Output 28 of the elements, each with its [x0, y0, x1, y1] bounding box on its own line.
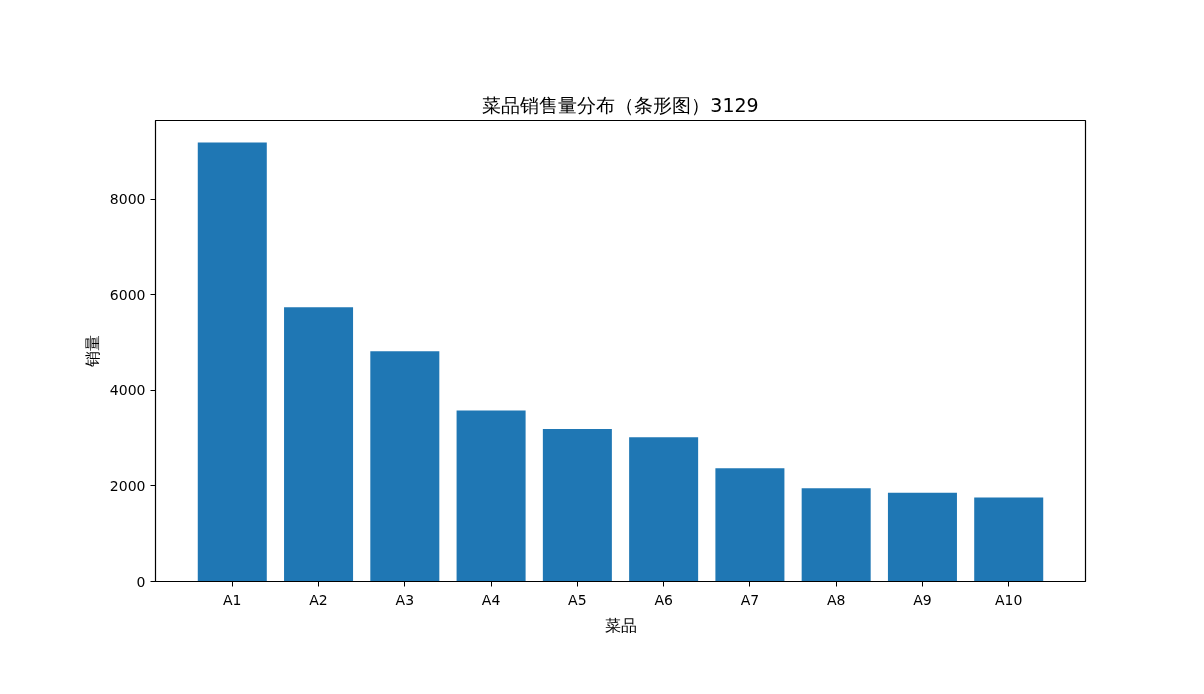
- bar: [542, 429, 612, 582]
- x-tick-label: A4: [481, 591, 501, 608]
- x-tick-label: A6: [654, 591, 673, 608]
- y-tick-label: 2000: [109, 477, 146, 494]
- chart-title: 菜品销售量分布（条形图）3129: [482, 93, 759, 116]
- y-tick-label: 6000: [109, 286, 146, 303]
- x-tick-label: A1: [223, 591, 242, 608]
- x-tick-label: A10: [995, 591, 1023, 608]
- bar: [887, 492, 957, 582]
- x-axis-title: 菜品: [604, 615, 637, 635]
- bar: [284, 307, 354, 582]
- x-tick-label: A3: [395, 591, 415, 608]
- y-tick-label: 4000: [109, 382, 146, 399]
- bar: [456, 410, 526, 582]
- y-tick-label: 8000: [109, 191, 146, 208]
- y-tick-label: 0: [136, 573, 146, 590]
- bar: [974, 497, 1044, 582]
- x-tick-label: A8: [826, 591, 846, 608]
- bar: [370, 351, 440, 582]
- x-tick-label: A7: [740, 591, 760, 608]
- x-tick-label: A2: [309, 591, 328, 608]
- y-axis-title: 销量: [82, 335, 102, 368]
- x-tick-label: A5: [568, 591, 587, 608]
- bar: [629, 437, 699, 582]
- bar: [197, 142, 267, 582]
- bar: [801, 488, 871, 582]
- x-tick-label: A9: [913, 591, 932, 608]
- bar: [715, 468, 785, 582]
